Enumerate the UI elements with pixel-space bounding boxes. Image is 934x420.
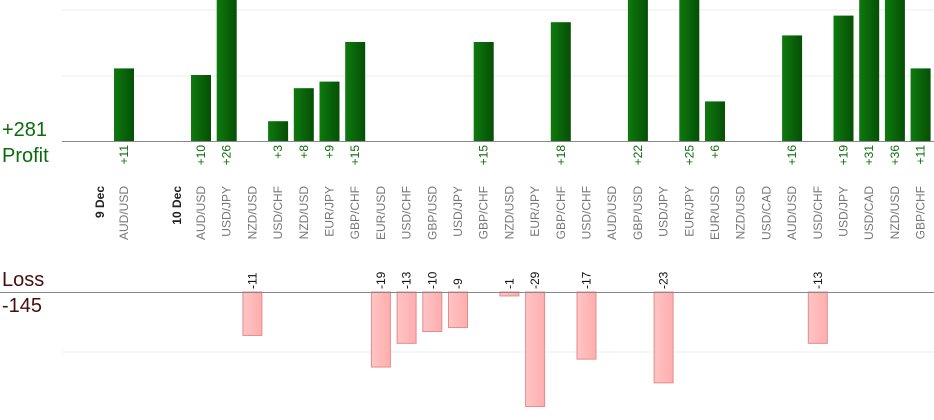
pair-label: GBP/CHF: [477, 186, 491, 239]
profit-bar: [550, 22, 571, 142]
pair-label: USD/JPY: [220, 186, 234, 237]
loss-bar: [807, 291, 828, 344]
profit-bar: [679, 0, 700, 141]
pair-label: USD/JPY: [837, 186, 851, 237]
pair-label: NZD/USD: [502, 186, 516, 240]
loss-bar: [370, 291, 391, 368]
pair-label: AUD/USD: [194, 186, 208, 240]
profit-bar: [782, 35, 803, 141]
profit-bar: [473, 42, 494, 141]
pair-label: AUD/USD: [785, 186, 799, 240]
profit-bar: [884, 0, 905, 141]
pair-label: NZD/USD: [297, 186, 311, 240]
profit-value-label: +26: [220, 145, 234, 166]
loss-value-label: -23: [657, 271, 671, 289]
loss-value-label: -9: [451, 278, 465, 289]
pair-label: GBP/CHF: [914, 186, 928, 239]
profit-bar: [833, 15, 854, 142]
loss-label: Loss: [2, 269, 45, 291]
loss-value-label: -19: [374, 271, 388, 289]
profit-bar: [319, 81, 340, 141]
pair-label: USD/CAD: [759, 186, 773, 240]
pair-label: GBP/USD: [631, 186, 645, 240]
pair-label: GBP/USD: [425, 186, 439, 240]
date-label: 10 Dec: [170, 186, 184, 225]
profit-value-label: +15: [477, 145, 491, 166]
profit-value-label: +36: [888, 145, 902, 166]
profit-bar: [216, 0, 237, 141]
pair-label: EUR/JPY: [682, 186, 696, 237]
profit-value-label: +25: [682, 145, 696, 166]
profit-value-label: +10: [194, 145, 208, 166]
pair-label: NZD/USD: [734, 186, 748, 240]
profit-value-label: +11: [914, 145, 928, 165]
profit-value-label: +18: [554, 145, 568, 166]
pair-label: USD/CHF: [580, 186, 594, 239]
profit-bar: [268, 121, 289, 141]
profit-total: +281: [2, 119, 48, 141]
profit-label: Profit: [2, 145, 49, 167]
profit-value-label: +16: [785, 145, 799, 166]
profit-bar: [345, 42, 366, 141]
loss-bar: [653, 291, 674, 384]
profit-bar: [293, 88, 314, 141]
pair-label: USD/CHF: [271, 186, 285, 239]
profit-bar: [910, 68, 931, 141]
loss-total: -145: [2, 295, 43, 317]
pair-label: EUR/JPY: [528, 186, 542, 237]
loss-value-label: -10: [425, 271, 439, 289]
profit-value-label: +31: [862, 145, 876, 166]
loss-value-label: -1: [502, 278, 516, 289]
profit-value-label: +3: [271, 145, 285, 159]
pair-label: EUR/JPY: [323, 186, 337, 237]
loss-value-label: -29: [528, 271, 542, 289]
loss-bar: [396, 291, 417, 344]
pair-label: USD/JPY: [451, 186, 465, 237]
pair-label: USD/CHF: [400, 186, 414, 239]
profit-bar: [191, 75, 211, 141]
profit-value-label: +19: [837, 145, 851, 166]
profit-bar: [114, 68, 134, 141]
pair-label: GBP/CHF: [554, 186, 568, 239]
profit-value-label: +9: [323, 145, 337, 159]
profit-value-label: +22: [631, 145, 645, 166]
pair-label: AUD/USD: [605, 186, 619, 240]
loss-bar: [525, 291, 546, 408]
pair-label: USD/CAD: [862, 186, 876, 240]
profit-bar: [627, 0, 648, 141]
pair-label: GBP/CHF: [348, 186, 362, 239]
pair-label: NZD/USD: [245, 186, 259, 240]
pair-label: EUR/USD: [374, 186, 388, 240]
loss-value-label: -13: [811, 271, 825, 289]
pair-label: EUR/USD: [708, 186, 722, 240]
profit-value-label: +6: [708, 145, 722, 159]
pair-label: AUD/USD: [117, 186, 131, 240]
loss-bar: [576, 291, 597, 360]
loss-bar: [422, 291, 443, 332]
loss-value-label: -11: [245, 272, 259, 289]
profit-value-label: +11: [117, 145, 131, 165]
loss-bar: [242, 291, 263, 336]
date-label: 9 Dec: [93, 186, 107, 218]
loss-bar: [448, 291, 468, 329]
loss-value-label: -13: [400, 271, 414, 289]
pair-label: USD/CHF: [811, 186, 825, 239]
pair-label: USD/JPY: [657, 186, 671, 237]
profit-value-label: +8: [297, 145, 311, 159]
loss-value-label: -17: [580, 271, 594, 289]
profit-value-label: +15: [348, 145, 362, 166]
pair-label: NZD/USD: [888, 186, 902, 240]
profit-bar: [859, 0, 880, 141]
profit-bar: [705, 101, 725, 141]
